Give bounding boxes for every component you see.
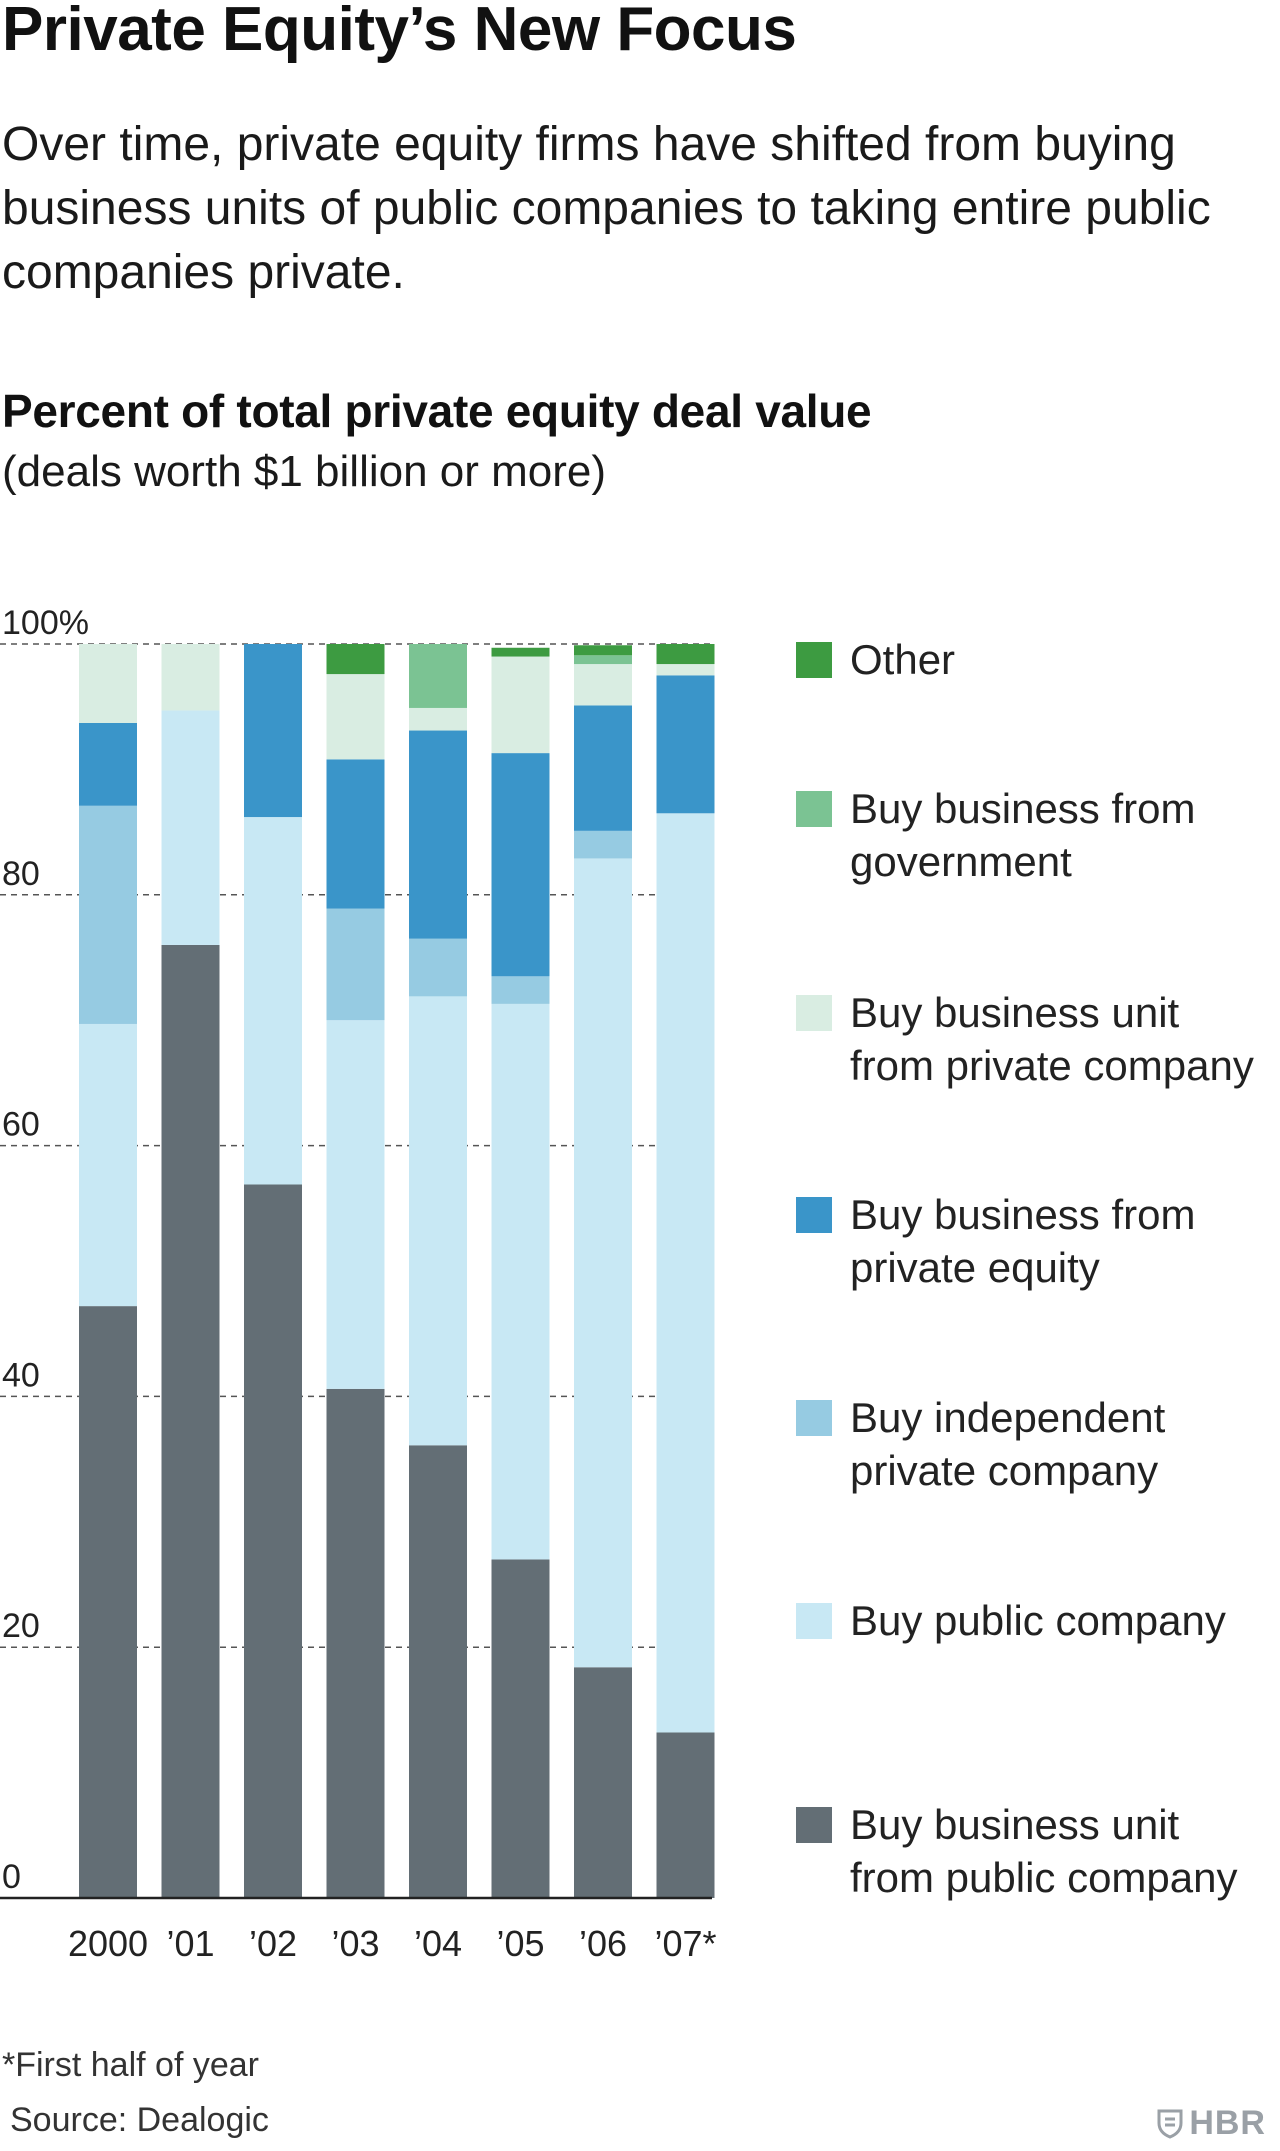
page-title: Private Equity’s New Focus xyxy=(2,0,797,64)
bar-segment xyxy=(656,813,715,1733)
legend-swatch xyxy=(796,1603,832,1639)
bar-segment xyxy=(161,644,220,711)
legend-label: private equity xyxy=(850,1244,1100,1291)
legend-swatch xyxy=(796,1400,832,1436)
legend-label: Buy business unit xyxy=(850,989,1180,1036)
brand-name: HBR xyxy=(1189,2104,1266,2142)
legend-label: Other xyxy=(850,636,955,683)
axes: 0 20 40 60 80 100% 2000 ’01 ’02 ’03 ’04 ’05 ’06 ’07* xyxy=(0,604,717,1964)
bar-segment xyxy=(491,1559,550,1898)
bar-segment xyxy=(161,944,220,1898)
x-tick-label: ’03 xyxy=(331,1923,379,1964)
shield-icon xyxy=(1157,2109,1183,2139)
legend-swatch xyxy=(796,791,832,827)
source-note: Source: Dealogic xyxy=(10,2101,269,2139)
bar-segment xyxy=(491,1003,550,1560)
y-tick-label: 100% xyxy=(2,604,89,642)
x-tick-label: 2000 xyxy=(68,1923,148,1964)
bar-segment xyxy=(656,675,715,814)
legend-swatch xyxy=(796,1197,832,1233)
x-tick-label: ’07* xyxy=(654,1923,716,1964)
bars xyxy=(79,644,715,1898)
bar-segment xyxy=(491,976,550,1004)
bar-segment xyxy=(656,664,715,676)
legend-swatch xyxy=(796,1807,832,1843)
legend-label: from public company xyxy=(850,1854,1238,1901)
y-tick-label: 60 xyxy=(2,1106,40,1144)
bar-segment xyxy=(79,1306,137,1898)
legend-item: Buy public company xyxy=(796,1597,1226,1644)
y-tick-label: 40 xyxy=(2,1356,40,1394)
bar-segment xyxy=(574,830,632,859)
x-tick-label: ’06 xyxy=(579,1923,627,1964)
bar-segment xyxy=(409,707,467,731)
bar-segment xyxy=(574,1667,632,1898)
legend-item: Other xyxy=(796,636,955,683)
brand-logo: HBR xyxy=(1157,2104,1266,2143)
bar-segment xyxy=(326,1388,385,1898)
legend-item: Buy business unit from public company xyxy=(796,1801,1238,1901)
bar-segment xyxy=(326,674,385,760)
stacked-bar-chart: 020406080100%2000’01’02’03’04’05’06’07* … xyxy=(0,604,1254,1964)
chart-title: Percent of total private equity deal val… xyxy=(2,385,872,437)
legend-label: private company xyxy=(850,1447,1158,1494)
bar-segment xyxy=(326,759,385,909)
bar-segment xyxy=(656,644,715,665)
bar-segment xyxy=(574,664,632,706)
bar-segment xyxy=(326,908,385,1021)
bar-segment xyxy=(409,730,467,939)
x-tick-label: ’02 xyxy=(249,1923,297,1964)
bar-segment xyxy=(244,1184,302,1898)
x-tick-label: ’04 xyxy=(414,1923,462,1964)
bar-segment xyxy=(409,938,467,997)
chart-subtitle: (deals worth $1 billion or more) xyxy=(2,447,607,496)
bar-segment xyxy=(574,858,632,1668)
legend-label: government xyxy=(850,838,1072,885)
legend-item: Buy business from government xyxy=(796,785,1195,885)
bar-segment xyxy=(574,645,632,656)
bar-segment xyxy=(79,644,137,724)
legend-label: Buy business from xyxy=(850,785,1195,832)
legend-label: Buy business from xyxy=(850,1191,1195,1238)
legend-swatch xyxy=(796,995,832,1031)
bar-segment xyxy=(491,656,550,754)
bar-segment xyxy=(244,817,302,1185)
bar-segment xyxy=(656,1732,715,1898)
bar-segment xyxy=(326,1020,385,1389)
legend-label: Buy independent xyxy=(850,1394,1166,1441)
x-tick-label: ’01 xyxy=(166,1923,214,1964)
bar-segment xyxy=(574,705,632,831)
bar-segment xyxy=(244,644,302,818)
x-tick-label: ’05 xyxy=(496,1923,544,1964)
bar-segment xyxy=(409,996,467,1446)
footnote: *First half of year xyxy=(2,2046,259,2084)
bar-segment xyxy=(574,655,632,665)
bar-segment xyxy=(409,644,467,708)
legend-item: Buy business from private equity xyxy=(796,1191,1195,1291)
bar-segment xyxy=(491,647,550,657)
bar-segment xyxy=(161,710,220,945)
bar-segment xyxy=(326,644,385,675)
bar-segment xyxy=(79,1023,137,1307)
page-subtitle: Over time, private equity firms have shi… xyxy=(2,118,1211,299)
bar-segment xyxy=(79,723,137,806)
legend-label: Buy public company xyxy=(850,1597,1226,1644)
y-tick-label: 0 xyxy=(2,1858,21,1896)
legend-item: Buy independent private company xyxy=(796,1394,1166,1494)
y-tick-label: 20 xyxy=(2,1607,40,1645)
legend-label: Buy business unit xyxy=(850,1801,1180,1848)
y-tick-label: 80 xyxy=(2,855,40,893)
legend-swatch xyxy=(796,642,832,678)
bar-segment xyxy=(491,753,550,977)
bar-segment xyxy=(79,805,137,1024)
bar-segment xyxy=(409,1445,467,1898)
legend-label: from private company xyxy=(850,1042,1254,1089)
legend-item: Buy business unit from private company xyxy=(796,989,1254,1089)
